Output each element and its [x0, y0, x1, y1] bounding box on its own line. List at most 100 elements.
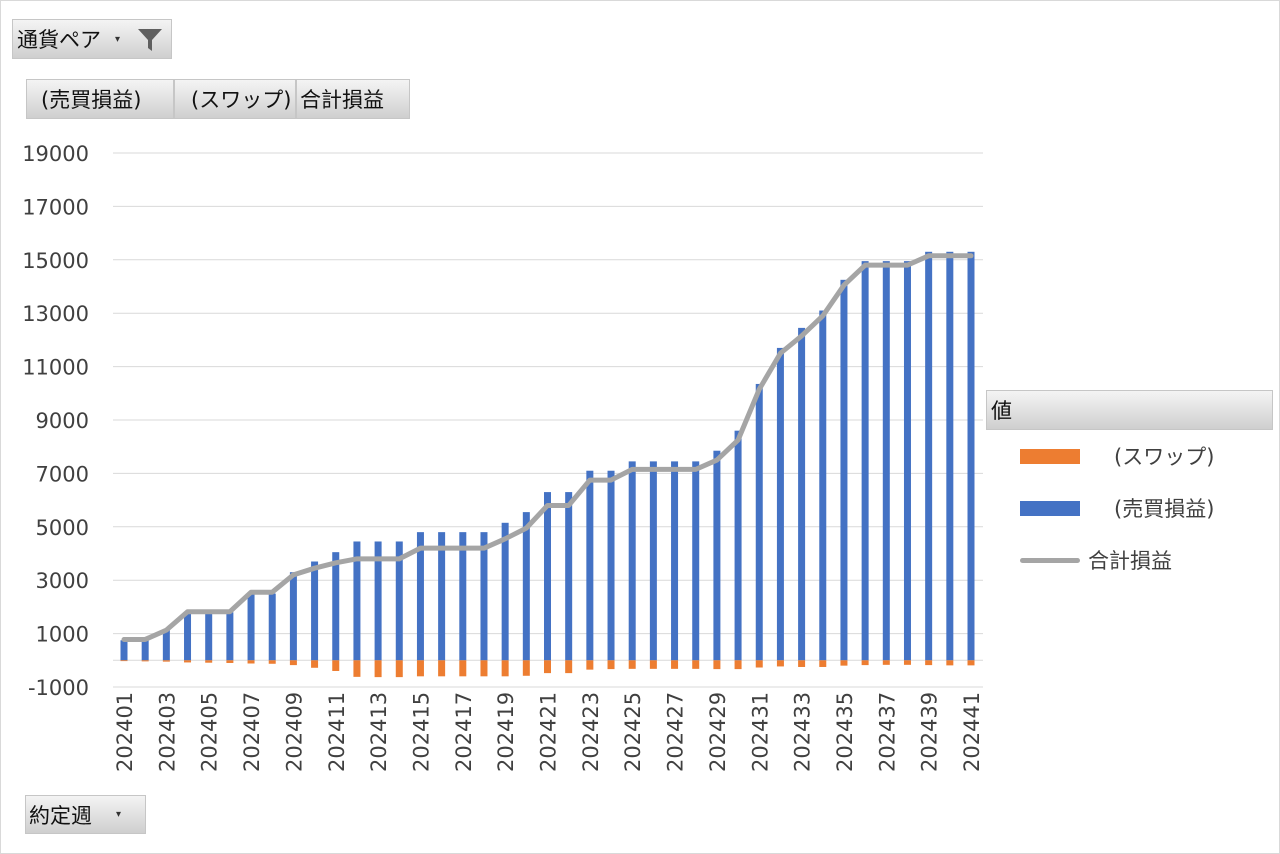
y-tick-label: 9000	[36, 409, 89, 433]
x-tick-label: 202431	[748, 692, 772, 772]
bar-trade-pl	[184, 612, 192, 661]
bar-swap	[459, 660, 467, 677]
bar-trade-pl	[311, 561, 319, 661]
bar-swap	[798, 660, 806, 667]
dropdown-arrow-icon[interactable]: ▾	[115, 33, 121, 45]
bar-swap	[776, 660, 784, 667]
x-tick-label: 202415	[409, 692, 433, 772]
x-tick-label: 202405	[198, 692, 222, 772]
bar-swap	[544, 660, 551, 674]
legend-line-total-pl	[1020, 558, 1080, 563]
x-tick-label: 202423	[579, 692, 603, 772]
bar-swap	[840, 660, 848, 666]
bar-swap	[607, 660, 615, 670]
bar-trade-pl	[798, 327, 806, 661]
bar-swap	[438, 660, 446, 677]
bar-trade-pl	[268, 593, 276, 661]
bar-trade-pl	[840, 279, 848, 661]
x-tick-label: 202407	[240, 692, 264, 772]
bar-swap	[649, 660, 657, 669]
legend-label-trade-pl: (売買損益)	[1114, 497, 1215, 521]
bar-swap	[332, 660, 340, 671]
bar-swap	[416, 660, 424, 677]
value-field-button-swap[interactable]: (スワップ)	[174, 79, 296, 119]
legend-title[interactable]: 値	[986, 390, 1273, 430]
bar-swap	[903, 660, 911, 665]
bar-trade-pl	[522, 512, 530, 661]
x-tick-label: 202419	[494, 692, 518, 772]
bar-swap	[925, 660, 933, 666]
bar-swap	[755, 660, 763, 668]
filter-field-button[interactable]: 通貨ペア ▾	[12, 19, 172, 59]
bar-swap	[692, 660, 700, 669]
x-tick-label: 202401	[113, 692, 137, 772]
x-tick-label: 202403	[155, 692, 179, 772]
y-tick-label: 19000	[22, 142, 89, 166]
bar-swap	[120, 660, 128, 662]
x-tick-label: 202433	[791, 692, 815, 772]
bar-trade-pl	[501, 522, 509, 661]
bar-trade-pl	[141, 640, 149, 661]
axis-field-label: 約定週	[29, 803, 92, 828]
legend-label-swap: (スワップ)	[1114, 445, 1215, 469]
filter-funnel-icon[interactable]	[137, 28, 163, 57]
bar-swap	[374, 660, 382, 678]
bar-trade-pl	[438, 532, 446, 661]
bar-swap	[268, 660, 276, 664]
value-field-label: (スワップ)	[191, 88, 292, 112]
bar-swap	[247, 660, 255, 664]
x-tick-label: 202411	[325, 692, 349, 772]
axis-field-button[interactable]: 約定週 ▾	[25, 795, 146, 834]
bar-trade-pl	[247, 593, 255, 661]
x-tick-label: 202425	[621, 692, 645, 772]
bar-trade-pl	[374, 541, 382, 661]
bar-trade-pl	[967, 251, 975, 661]
bar-trade-pl	[332, 552, 340, 661]
value-field-button-total-pl[interactable]: 合計損益	[296, 79, 410, 119]
bar-trade-pl	[861, 261, 869, 661]
bar-swap	[141, 660, 149, 662]
legend-swatch-trade-pl	[1020, 501, 1080, 516]
x-tick-label: 202427	[664, 692, 688, 772]
bar-trade-pl	[628, 461, 636, 661]
x-tick-label: 202413	[367, 692, 391, 772]
bar-swap	[565, 660, 573, 674]
bar-swap	[628, 660, 636, 669]
bar-swap	[819, 660, 827, 667]
bar-swap	[311, 660, 319, 668]
bar-trade-pl	[395, 541, 403, 661]
bar-swap	[226, 660, 234, 663]
bar-swap	[522, 660, 530, 676]
x-tick-label: 202417	[452, 692, 476, 772]
y-tick-label: 1000	[36, 623, 89, 647]
x-tick-label: 202437	[875, 692, 899, 772]
y-tick-label: -1000	[28, 676, 89, 700]
y-tick-label: 11000	[22, 356, 89, 380]
bar-trade-pl	[120, 640, 128, 661]
bar-trade-pl	[903, 261, 911, 661]
bar-swap	[184, 660, 192, 663]
bar-trade-pl	[819, 310, 827, 661]
bar-swap	[946, 660, 954, 666]
dropdown-arrow-icon[interactable]: ▾	[116, 809, 122, 820]
legend-label-total-pl: 合計損益	[1088, 549, 1172, 573]
bar-swap	[205, 660, 213, 663]
bar-swap	[395, 660, 403, 678]
bar-trade-pl	[734, 430, 742, 661]
bar-swap	[353, 660, 361, 677]
bar-trade-pl	[755, 383, 763, 661]
value-field-button-trade-pl[interactable]: (売買損益)	[26, 79, 174, 119]
y-tick-label: 17000	[22, 195, 89, 219]
bar-trade-pl	[671, 461, 679, 661]
bar-swap	[967, 660, 975, 666]
x-tick-label: 202435	[833, 692, 857, 772]
bar-trade-pl	[925, 251, 933, 661]
bar-trade-pl	[565, 492, 573, 661]
bar-trade-pl	[607, 470, 615, 661]
bar-trade-pl	[289, 572, 297, 661]
x-tick-label: 202409	[282, 692, 306, 772]
bar-trade-pl	[882, 261, 890, 661]
bar-trade-pl	[416, 532, 424, 661]
bar-trade-pl	[353, 541, 361, 661]
